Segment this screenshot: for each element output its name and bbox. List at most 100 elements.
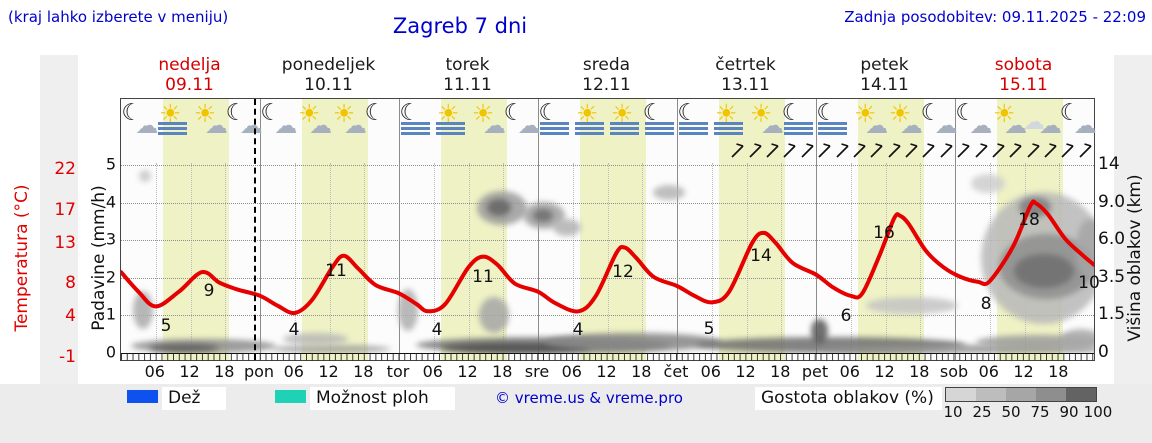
six-hour-gridline bbox=[503, 163, 505, 353]
time-tick-label: 12 bbox=[457, 362, 478, 381]
day-boundary-line bbox=[538, 99, 539, 360]
weather-icon-sun-cloud: ☀ ☁ bbox=[330, 99, 367, 144]
copyright-link[interactable]: © vreme.us & vreme.pro bbox=[495, 389, 683, 407]
day-date: 10.11 bbox=[304, 75, 353, 95]
day-name: ponedeljek bbox=[281, 55, 376, 75]
temperature-value-label: 4 bbox=[288, 320, 300, 340]
day-name: petek bbox=[860, 55, 909, 75]
day-short-label: čet bbox=[663, 362, 689, 381]
sun-icon: ☀ bbox=[854, 99, 877, 128]
weather-icon-moon-cloud: ☾ ☁ bbox=[955, 100, 992, 144]
sun-icon: ☀ bbox=[159, 99, 182, 128]
weather-icon-sun-fog: ☀ bbox=[608, 99, 642, 144]
cloud-axis-tick: 0 bbox=[1098, 342, 1109, 362]
cloud-icon: ☁ bbox=[934, 113, 958, 139]
day-short-label: tor bbox=[386, 362, 410, 381]
day-name: nedelja bbox=[158, 55, 221, 75]
cloud-density-colorbar bbox=[945, 387, 1097, 402]
day-boundary-line bbox=[955, 99, 956, 360]
weather-icon-moon-cloud: ☾ ☁ bbox=[504, 100, 541, 144]
weather-icon-moon-cloud: ☾ ☁ bbox=[225, 100, 263, 144]
wind-barb-icon bbox=[1077, 143, 1094, 159]
day-header-nedelja: nedelja 09.11 bbox=[120, 55, 259, 95]
wind-barb-icon bbox=[938, 143, 955, 159]
cloud-icon: ☁ bbox=[309, 113, 333, 139]
moon-icon: ☾ bbox=[642, 100, 664, 126]
sun-icon: ☀ bbox=[993, 99, 1016, 128]
temperature-value-label: 8 bbox=[980, 294, 992, 314]
day-header-sreda: sreda 12.11 bbox=[537, 55, 676, 95]
weather-icon-moon-fog: ☾ bbox=[782, 100, 816, 144]
time-tick-label: 06 bbox=[561, 362, 582, 381]
weather-icon-moon-cloud: ☾ ☁ bbox=[260, 100, 297, 144]
wind-barb-icon bbox=[1042, 143, 1059, 159]
weather-icon-sun-cloud: ☀ ☁ bbox=[469, 99, 506, 144]
density-color-step bbox=[1006, 388, 1036, 401]
temperature-value-label: 4 bbox=[572, 320, 584, 340]
moon-icon: ☾ bbox=[225, 100, 247, 126]
moon-icon: ☾ bbox=[920, 100, 942, 126]
last-update-text: Zadnja posodobitev: 09.11.2025 - 22:09 bbox=[844, 8, 1146, 26]
temperature-axis-tick: 22 bbox=[54, 159, 76, 180]
moon-icon: ☾ bbox=[121, 100, 142, 126]
density-color-step bbox=[1036, 388, 1066, 401]
showers-legend-label: Možnost ploh bbox=[310, 387, 455, 410]
day-boundary-line bbox=[816, 99, 817, 360]
sun-icon: ☀ bbox=[610, 99, 634, 128]
cloud-density-blob bbox=[139, 170, 151, 182]
cloud-icon: ☁ bbox=[865, 113, 889, 139]
cloud-icon: ☁ bbox=[239, 113, 263, 139]
cloud-density-blob bbox=[1061, 329, 1094, 349]
current-time-line bbox=[254, 99, 257, 360]
moon-icon: ☾ bbox=[1059, 100, 1081, 126]
cloud-icon: ☁ bbox=[1073, 113, 1097, 139]
cloud-icon: ☁ bbox=[343, 113, 367, 139]
weather-icon-moon-cloud: ☾ ☁ bbox=[121, 100, 159, 144]
cloud-icon: ☁ bbox=[135, 113, 159, 139]
daylight-band bbox=[719, 99, 785, 360]
moon-icon: ☾ bbox=[816, 100, 837, 126]
weather-icon-sun-cloud: ☀ ☁ bbox=[295, 99, 333, 144]
weather-icon-moon-fog: ☾ bbox=[399, 100, 433, 144]
temperature-value-label: 18 bbox=[1018, 210, 1040, 230]
fog-icon bbox=[818, 120, 848, 137]
sun-icon: ☀ bbox=[298, 99, 321, 128]
page-title: Zagreb 7 dni bbox=[392, 14, 528, 38]
wind-barb-icon bbox=[799, 143, 816, 159]
cloud-density-layer bbox=[121, 99, 1094, 353]
temperature-value-label: 10 bbox=[1078, 273, 1100, 293]
cloud-density-blob bbox=[811, 319, 828, 343]
sun-icon: ☀ bbox=[193, 99, 217, 128]
density-tick-label: 25 bbox=[972, 403, 992, 421]
cloud-icon: ☁ bbox=[760, 113, 784, 139]
rain-axis-tick: 0 bbox=[105, 342, 116, 362]
day-short-label: sre bbox=[524, 362, 550, 381]
wind-barb-icon bbox=[990, 143, 1007, 159]
day-header-ponedeljek: ponedeljek 10.11 bbox=[259, 55, 398, 95]
wind-barb-icon bbox=[903, 143, 920, 159]
moon-icon: ☾ bbox=[538, 100, 559, 126]
day-short-label: sob bbox=[939, 362, 969, 381]
day-short-label: pet bbox=[801, 362, 829, 381]
wind-barb-icon bbox=[764, 143, 781, 159]
rain-legend-swatch bbox=[127, 390, 158, 403]
moon-icon: ☾ bbox=[955, 100, 976, 126]
fog-icon bbox=[575, 120, 605, 137]
temperature-axis-tick: 17 bbox=[54, 199, 76, 220]
temperature-curve bbox=[121, 199, 1094, 316]
sun-icon: ☀ bbox=[888, 99, 912, 128]
time-tick-label: 18 bbox=[770, 362, 791, 381]
cloud-density-blob bbox=[821, 345, 1094, 353]
weather-icon-moon-cloud: ☾ ☁ bbox=[1059, 100, 1097, 144]
density-color-step bbox=[1066, 388, 1096, 401]
weather-icon-sun-cloud: ☀ ☁ bbox=[747, 99, 784, 144]
day-header-četrtek: četrtek 13.11 bbox=[676, 55, 815, 95]
day-date: 13.11 bbox=[721, 75, 770, 95]
cloud-axis-tick: 6.0 bbox=[1098, 229, 1126, 250]
weather-icon-sun-fog: ☀ bbox=[156, 99, 190, 144]
time-tick-label: 06 bbox=[422, 362, 443, 381]
wind-barb-icon bbox=[886, 143, 903, 159]
cloud-density-blob bbox=[1076, 219, 1094, 279]
day-name: torek bbox=[445, 55, 490, 75]
